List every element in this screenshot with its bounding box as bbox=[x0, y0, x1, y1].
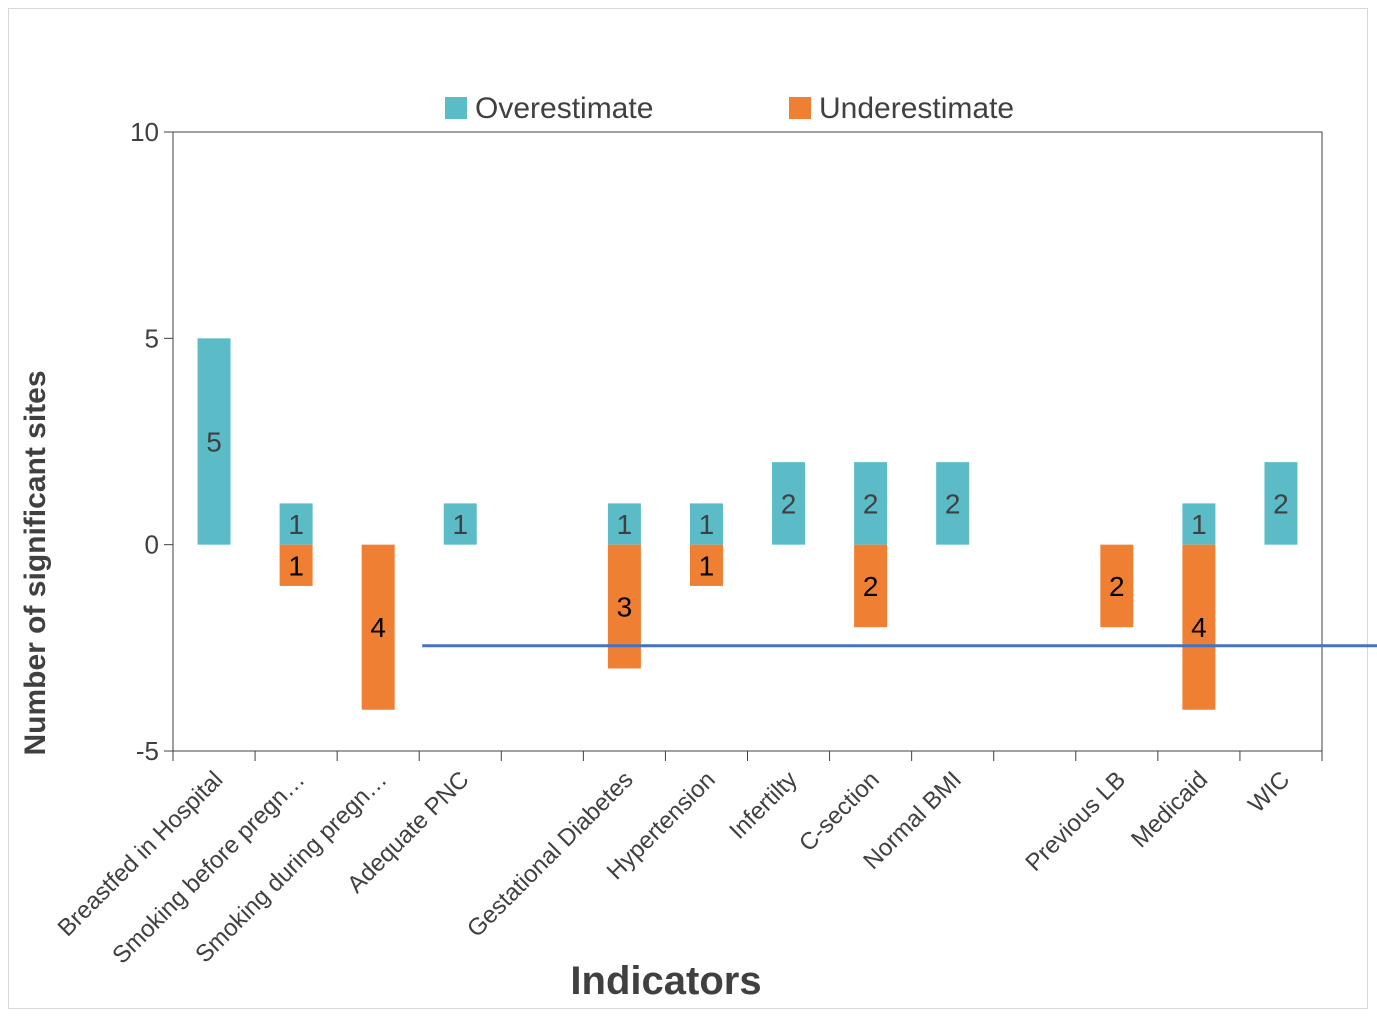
bar-under-12 bbox=[1182, 544, 1216, 710]
data-label-under-2: 4 bbox=[370, 612, 386, 643]
data-label-under-12: 4 bbox=[1191, 612, 1207, 643]
legend: Overestimate Underestimate bbox=[445, 92, 1014, 125]
bars-group bbox=[197, 338, 1298, 710]
bar-over-8 bbox=[854, 462, 888, 545]
bar-under-6 bbox=[689, 544, 723, 586]
data-label-under-6: 1 bbox=[699, 550, 715, 581]
bar-under-8 bbox=[854, 544, 888, 628]
legend-swatch-under bbox=[789, 97, 811, 119]
data-label-over-7: 2 bbox=[781, 488, 797, 519]
x-category-label-7: Infertilty bbox=[724, 766, 803, 845]
data-label-over-13: 2 bbox=[1273, 488, 1289, 519]
plot-border bbox=[172, 131, 1323, 752]
y-tick-label--5: -5 bbox=[136, 736, 159, 766]
bar-over-0 bbox=[197, 338, 231, 545]
data-label-over-9: 2 bbox=[945, 488, 961, 519]
data-labels-group: 5 1 1 1 1 2 2 2 1 2 1 4 3 1 2 2 4 bbox=[206, 427, 1289, 644]
legend-label-over: Overestimate bbox=[475, 92, 653, 125]
plot-area bbox=[172, 131, 1323, 752]
x-category-label-11: Previous LB bbox=[1020, 766, 1131, 877]
bar-over-12 bbox=[1182, 503, 1216, 545]
bar-under-11 bbox=[1100, 544, 1134, 628]
legend-swatch-over bbox=[445, 97, 467, 119]
data-label-under-11: 2 bbox=[1109, 571, 1125, 602]
x-axis-title: Indicators bbox=[570, 959, 761, 1003]
y-tick-label-5: 5 bbox=[145, 323, 159, 353]
y-axis-title: Number of significant sites bbox=[19, 370, 52, 755]
bar-under-5 bbox=[607, 544, 641, 669]
data-label-under-5: 3 bbox=[617, 592, 633, 623]
bar-over-7 bbox=[772, 462, 806, 545]
data-label-over-3: 1 bbox=[452, 509, 468, 540]
data-label-over-5: 1 bbox=[617, 509, 633, 540]
legend-label-under: Underestimate bbox=[819, 92, 1014, 125]
data-label-over-1: 1 bbox=[288, 509, 304, 540]
chart-frame bbox=[8, 8, 1368, 1009]
x-category-label-13: WIC bbox=[1243, 766, 1295, 818]
bar-over-5 bbox=[607, 503, 641, 545]
bar-over-9 bbox=[936, 462, 970, 545]
data-label-over-8: 2 bbox=[863, 488, 879, 519]
data-label-under-8: 2 bbox=[863, 571, 879, 602]
data-label-over-12: 1 bbox=[1191, 509, 1207, 540]
data-label-under-1: 1 bbox=[288, 550, 304, 581]
bar-over-3 bbox=[443, 503, 477, 545]
y-tick-label-0: 0 bbox=[145, 530, 159, 560]
bar-under-1 bbox=[279, 544, 313, 586]
data-label-over-6: 1 bbox=[699, 509, 715, 540]
data-label-over-0: 5 bbox=[206, 427, 222, 458]
bar-over-6 bbox=[689, 503, 723, 545]
bar-over-1 bbox=[279, 503, 313, 545]
y-tick-label-10: 10 bbox=[130, 117, 159, 147]
bar-over-13 bbox=[1264, 462, 1298, 545]
bar-under-2 bbox=[361, 544, 395, 710]
x-category-label-12: Medicaid bbox=[1126, 766, 1213, 853]
x-category-label-0: Breastfed in Hospital bbox=[53, 766, 229, 942]
